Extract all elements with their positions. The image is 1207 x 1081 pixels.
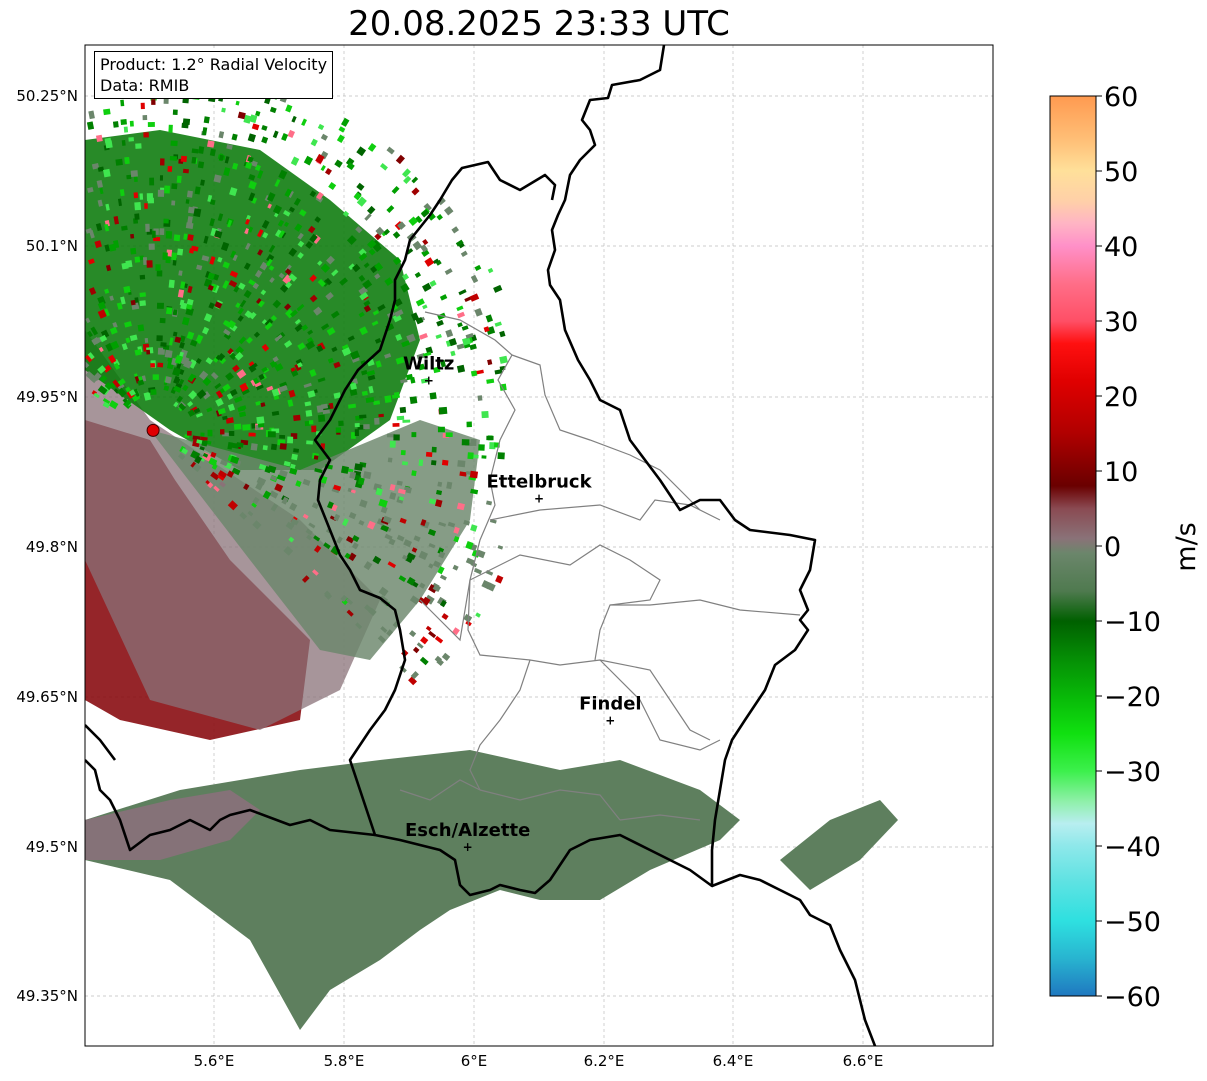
colorbar-scale [1049, 95, 1097, 997]
colorbar-tick-label: −20 [1104, 682, 1161, 713]
canton-borders [399, 311, 801, 821]
longitude-labels: 5.6°E 5.8°E 6°E 6.2°E 6.4°E 6.6°E [194, 1052, 884, 1070]
city-label: Findel [579, 694, 642, 715]
lon-label: 5.8°E [324, 1052, 365, 1070]
latitude-labels: 50.25°N 50.1°N 49.95°N 49.8°N 49.65°N 49… [16, 87, 78, 1005]
city-marker: + [463, 840, 473, 854]
lat-label: 49.65°N [16, 688, 78, 706]
product-label: Product: 1.2° Radial Velocity [100, 55, 328, 74]
map-frame [84, 44, 994, 1047]
map-title: 20.08.2025 23:33 UTC [348, 4, 730, 44]
city-marker: + [605, 714, 615, 728]
national-borders [85, 45, 877, 1046]
colorbar-tick-label: 0 [1104, 532, 1121, 563]
lon-label: 5.6°E [194, 1052, 235, 1070]
lat-label: 50.25°N [16, 87, 78, 105]
colorbar: −60 −50 −40 −30 −20 −10 0 10 20 30 40 50 60 m/s [1049, 82, 1202, 1013]
colorbar-tick-label: 30 [1104, 307, 1138, 338]
colorbar-tick-label: −30 [1104, 757, 1161, 788]
radar-velocity-speckles [85, 85, 508, 686]
city-marker: + [424, 373, 434, 387]
radar-velocity-field [85, 130, 898, 1030]
colorbar-tick-label: −60 [1104, 982, 1161, 1013]
city-label: Wiltz [403, 353, 454, 374]
lat-label: 49.95°N [16, 388, 78, 406]
lon-label: 6.2°E [584, 1052, 625, 1070]
lon-label: 6.6°E [843, 1052, 884, 1070]
colorbar-tick-label: −50 [1104, 907, 1161, 938]
radar-site-marker[interactable] [146, 423, 160, 437]
city-marker: + [534, 491, 544, 505]
colorbar-tick-label: 50 [1104, 157, 1138, 188]
colorbar-ticks: −60 −50 −40 −30 −20 −10 0 10 20 30 40 50 60 [1096, 82, 1161, 1013]
colorbar-tick-label: −10 [1104, 607, 1161, 638]
lon-label: 6°E [461, 1052, 488, 1070]
lat-label: 49.8°N [26, 538, 78, 556]
colorbar-tick-label: 20 [1104, 382, 1138, 413]
data-source-label: Data: RMIB [100, 76, 190, 95]
city-markers: +Wiltz+Ettelbruck+Findel+Esch/Alzette [403, 353, 642, 853]
city-label: Esch/Alzette [405, 820, 530, 841]
lat-label: 49.35°N [16, 987, 78, 1005]
city-label: Ettelbruck [486, 471, 592, 492]
colorbar-tick-label: 60 [1104, 82, 1138, 113]
colorbar-tick-label: −40 [1104, 832, 1161, 863]
lat-label: 50.1°N [26, 237, 78, 255]
colorbar-tick-label: 10 [1104, 457, 1138, 488]
lon-label: 6.4°E [713, 1052, 754, 1070]
colorbar-tick-label: 40 [1104, 232, 1138, 263]
product-info-box: Product: 1.2° Radial Velocity Data: RMIB [94, 51, 334, 99]
colorbar-unit-label: m/s [1171, 522, 1202, 571]
lat-label: 49.5°N [26, 838, 78, 856]
